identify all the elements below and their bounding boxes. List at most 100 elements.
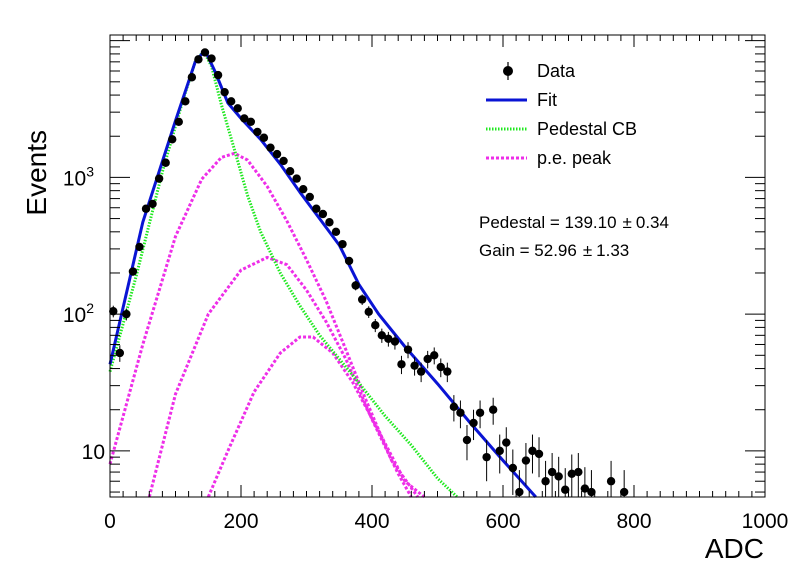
- x-tick-label: 400: [354, 510, 389, 533]
- data-point: [148, 199, 157, 209]
- data-point-marker: [351, 281, 360, 290]
- data-point: [161, 158, 170, 167]
- data-point: [194, 55, 203, 64]
- data-point: [331, 227, 341, 237]
- data-point-marker: [344, 256, 354, 266]
- data-point-marker: [521, 456, 531, 465]
- data-point: [430, 347, 439, 365]
- pedestal-cb-curve: [108, 49, 459, 499]
- data-point-marker: [469, 418, 478, 428]
- data-point: [397, 355, 406, 375]
- x-tick-label: 0: [104, 510, 116, 533]
- legend-entry-pe-peak: p.e. peak: [486, 148, 612, 168]
- data-point-marker: [331, 227, 341, 237]
- data-point: [488, 397, 498, 425]
- data-point-marker: [475, 408, 485, 417]
- data-point-marker: [266, 143, 275, 152]
- data-point-marker: [272, 149, 282, 159]
- data-point: [443, 362, 452, 383]
- data-point-marker: [253, 127, 262, 137]
- legend: Data Fit Pedestal CB p.e. peak: [486, 61, 637, 168]
- data-point-marker: [561, 485, 570, 494]
- data-point: [299, 184, 308, 194]
- data-point: [344, 256, 354, 266]
- data-point-marker: [233, 104, 242, 113]
- data-point-marker: [338, 239, 347, 249]
- data-point: [168, 135, 177, 144]
- data-point-marker: [587, 487, 596, 497]
- pe-peak-curve: [206, 335, 426, 499]
- data-point: [561, 468, 570, 497]
- data-point-marker: [384, 334, 393, 344]
- data-point: [528, 434, 537, 474]
- data-point: [377, 328, 387, 343]
- legend-label-data: Data: [537, 61, 576, 81]
- data-point-marker: [567, 469, 576, 478]
- data-point-marker: [403, 345, 413, 354]
- data-point: [587, 470, 596, 497]
- data-point-marker: [371, 321, 380, 330]
- data-point: [279, 156, 288, 166]
- data-point: [390, 334, 400, 350]
- data-point-marker: [200, 48, 210, 57]
- y-tick-label: 10: [82, 441, 105, 464]
- data-point: [351, 281, 360, 291]
- data-point: [469, 409, 478, 441]
- data-point-marker: [161, 158, 170, 167]
- data-point: [312, 204, 321, 213]
- pedestal-annotation: Pedestal = 139.10 ±0.34: [479, 213, 669, 232]
- data-point: [423, 350, 432, 369]
- data-point: [266, 143, 275, 152]
- data-point-marker: [246, 117, 256, 127]
- data-point: [456, 400, 465, 429]
- data-point-marker: [364, 307, 373, 317]
- data-point: [541, 460, 550, 497]
- data-point-marker: [416, 367, 426, 376]
- data-point-marker: [279, 156, 288, 166]
- data-point-marker: [443, 367, 452, 376]
- data-point: [135, 242, 144, 252]
- data-point-marker: [508, 463, 518, 473]
- data-point-marker: [292, 174, 301, 183]
- data-point: [495, 434, 504, 474]
- data-point: [305, 192, 314, 202]
- data-point-marker: [115, 348, 125, 358]
- x-tick-label: 800: [616, 510, 651, 533]
- data-point: [233, 104, 242, 113]
- data-point-marker: [547, 467, 557, 477]
- data-point-marker: [194, 55, 203, 64]
- data-point: [200, 48, 210, 57]
- legend-entry-fit: Fit: [486, 90, 557, 110]
- data-point: [384, 331, 393, 347]
- data-point-marker: [181, 97, 190, 106]
- data-point: [240, 114, 249, 123]
- data-point: [502, 427, 511, 464]
- data-point: [253, 127, 262, 137]
- data-point: [619, 470, 629, 497]
- x-axis-ticks: [109, 35, 766, 497]
- data-point: [521, 443, 531, 486]
- data-point-marker: [226, 97, 236, 106]
- data-point-marker: [574, 467, 583, 477]
- data-point-marker: [187, 73, 197, 82]
- data-point: [436, 358, 445, 378]
- legend-entry-pedestal: Pedestal CB: [486, 119, 637, 139]
- data-point-marker: [128, 267, 138, 276]
- data-point-marker: [168, 135, 177, 144]
- data-point: [272, 149, 282, 159]
- data-point-marker: [449, 402, 459, 412]
- data-point: [416, 362, 426, 383]
- data-point: [410, 357, 419, 376]
- data-point-marker: [174, 117, 183, 127]
- x-axis-title: ADC: [705, 533, 764, 564]
- data-point: [371, 319, 380, 333]
- x-tick-label: 1000: [742, 510, 789, 533]
- data-point: [338, 239, 347, 249]
- data-point-marker: [515, 487, 524, 497]
- data-point: [364, 306, 373, 318]
- legend-label-fit: Fit: [537, 90, 557, 110]
- data-point: [475, 400, 485, 429]
- data-point: [181, 97, 190, 106]
